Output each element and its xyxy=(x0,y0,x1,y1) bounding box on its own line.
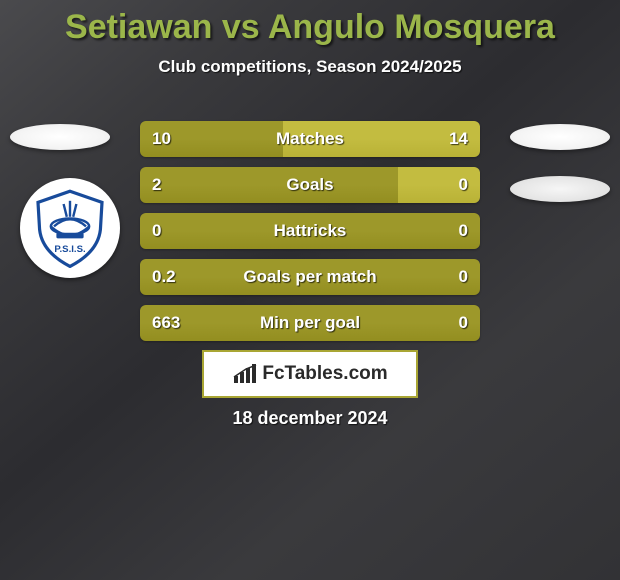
footer-date: 18 december 2024 xyxy=(0,408,620,429)
club-badge-icon: P.S.I.S. xyxy=(30,188,110,268)
stat-right-value: 0 xyxy=(459,259,468,295)
stat-bar: 2 Goals 0 xyxy=(140,167,480,203)
infographic-root: Setiawan vs Angulo Mosquera Club competi… xyxy=(0,0,620,580)
stat-right-value: 14 xyxy=(449,121,468,157)
left-flag-ellipse xyxy=(10,124,110,150)
stat-label: Goals per match xyxy=(140,259,480,295)
stat-right-value: 0 xyxy=(459,167,468,203)
club-badge-text: P.S.I.S. xyxy=(54,244,85,255)
subtitle: Club competitions, Season 2024/2025 xyxy=(0,57,620,77)
stat-right-value: 0 xyxy=(459,213,468,249)
stat-bar: 10 Matches 14 xyxy=(140,121,480,157)
page-title: Setiawan vs Angulo Mosquera xyxy=(0,0,620,47)
stat-bar: 0.2 Goals per match 0 xyxy=(140,259,480,295)
stat-label: Matches xyxy=(140,121,480,157)
stat-label: Min per goal xyxy=(140,305,480,341)
right-flag-ellipse xyxy=(510,124,610,150)
stat-bar: 0 Hattricks 0 xyxy=(140,213,480,249)
source-brand-text: FcTables.com xyxy=(262,363,387,385)
stat-label: Goals xyxy=(140,167,480,203)
right-flag-ellipse-2 xyxy=(510,176,610,202)
stat-right-value: 0 xyxy=(459,305,468,341)
left-club-badge: P.S.I.S. xyxy=(20,178,120,278)
stat-bars: 10 Matches 14 2 Goals 0 0 Hattricks 0 0.… xyxy=(140,121,480,351)
source-brand-box: FcTables.com xyxy=(202,350,418,398)
bars-chart-icon xyxy=(232,363,258,385)
stat-label: Hattricks xyxy=(140,213,480,249)
stat-bar: 663 Min per goal 0 xyxy=(140,305,480,341)
